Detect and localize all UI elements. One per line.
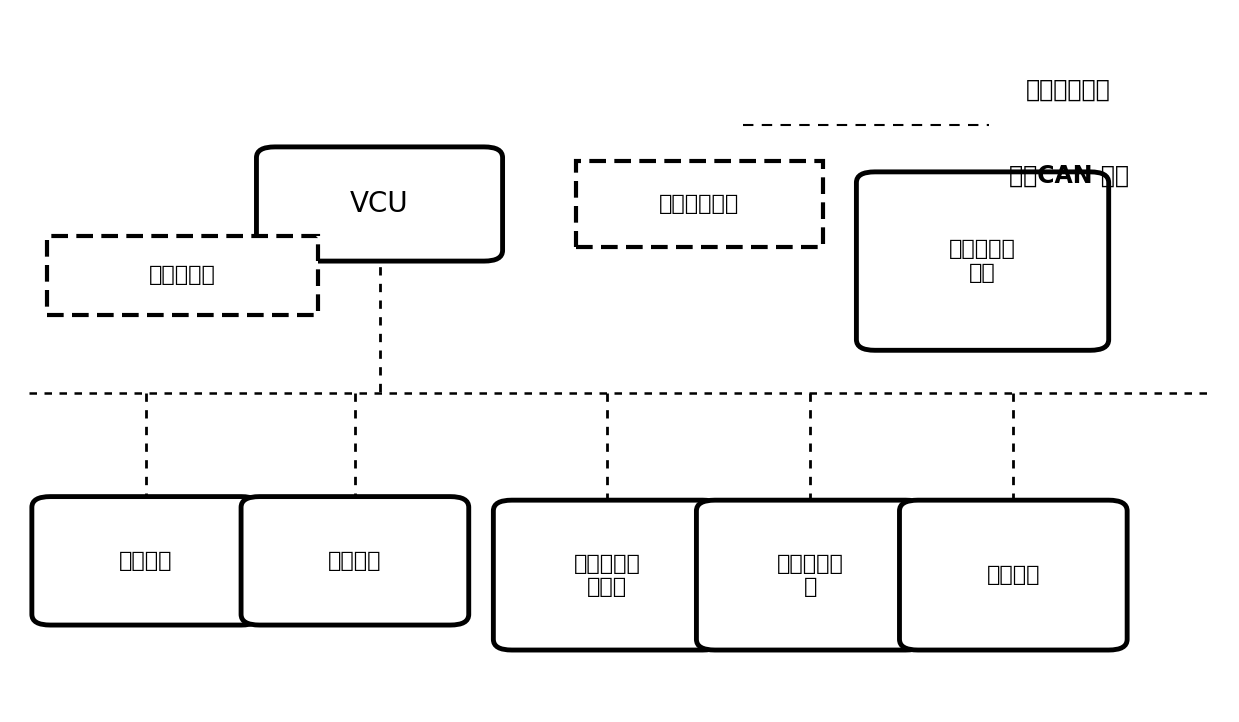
Text: 功能可替代: 功能可替代 — [149, 266, 216, 285]
Text: 故障等级传输: 故障等级传输 — [1026, 78, 1111, 102]
Text: 超级电容: 超级电容 — [328, 551, 382, 571]
FancyBboxPatch shape — [900, 500, 1127, 650]
FancyBboxPatch shape — [256, 147, 503, 261]
Text: 燃料电池系
统: 燃料电池系 统 — [777, 554, 844, 596]
Bar — [47, 236, 318, 315]
FancyBboxPatch shape — [242, 497, 468, 625]
Text: VCU: VCU — [351, 190, 409, 218]
Text: 供氢系统: 供氢系统 — [986, 565, 1040, 585]
Bar — [576, 161, 823, 247]
Text: 功能不可替代: 功能不可替代 — [659, 194, 740, 214]
Text: 采用CAN 通讯: 采用CAN 通讯 — [1009, 163, 1129, 188]
FancyBboxPatch shape — [696, 500, 924, 650]
Text: 驱动电机控
制系统: 驱动电机控 制系统 — [574, 554, 641, 596]
FancyBboxPatch shape — [493, 500, 721, 650]
FancyBboxPatch shape — [856, 172, 1109, 350]
FancyBboxPatch shape — [32, 497, 259, 625]
Text: 动力电池: 动力电池 — [119, 551, 172, 571]
Text: 高低压配电
系统: 高低压配电 系统 — [949, 240, 1016, 283]
